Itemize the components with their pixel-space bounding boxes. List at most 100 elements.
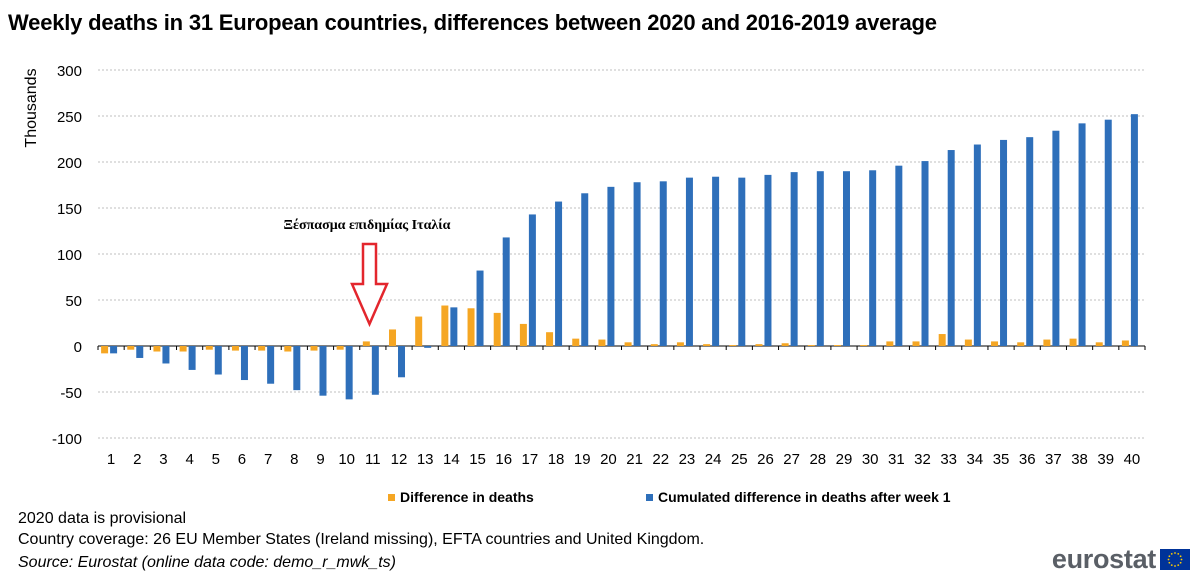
bar-difference <box>1121 340 1129 346</box>
x-tick-label: 1 <box>107 451 115 468</box>
x-tick-label: 24 <box>705 451 722 468</box>
bar-difference <box>1017 342 1025 346</box>
bar-cumulated <box>110 346 118 354</box>
x-tick-label: 4 <box>185 451 193 468</box>
x-tick-label: 39 <box>1097 451 1114 468</box>
coverage-note: Country coverage: 26 EU Member States (I… <box>18 531 705 548</box>
bar-cumulated <box>345 346 353 400</box>
bar-cumulated <box>633 182 641 346</box>
bar-cumulated <box>267 346 275 384</box>
bar-cumulated <box>659 181 667 346</box>
bar-cumulated <box>1026 137 1034 346</box>
bar-difference <box>755 344 763 346</box>
x-tick-label: 26 <box>757 451 774 468</box>
bar-difference <box>179 346 187 352</box>
x-tick-label: 7 <box>264 451 272 468</box>
bar-cumulated <box>947 150 955 346</box>
x-tick-label: 20 <box>600 451 617 468</box>
bar-difference <box>336 346 344 350</box>
bar-cumulated <box>842 171 850 346</box>
bar-cumulated <box>188 346 196 370</box>
bar-difference <box>860 345 868 346</box>
bar-cumulated <box>136 346 144 358</box>
flag-star <box>1168 555 1171 558</box>
bar-cumulated <box>162 346 170 364</box>
bar-difference <box>964 339 972 346</box>
y-axis-ticks: -100 -50 0 50 100 150 200 250 300 <box>52 63 82 448</box>
bar-cumulated <box>214 346 222 375</box>
flag-star <box>1170 552 1173 555</box>
x-tick-label: 40 <box>1124 451 1141 468</box>
x-tick-label: 8 <box>290 451 298 468</box>
legend-label: Difference in deaths <box>400 489 534 505</box>
flag-star <box>1174 565 1176 567</box>
x-tick-label: 34 <box>967 451 984 468</box>
source-note: Source: Eurostat (online data code: demo… <box>18 554 396 571</box>
chart-title: Weekly deaths in 31 European countries, … <box>8 10 937 35</box>
bar-difference <box>703 344 711 346</box>
bar-cumulated <box>607 186 615 346</box>
flag-star <box>1179 561 1182 564</box>
bar-cumulated <box>738 177 746 346</box>
x-tick-label: 2 <box>133 451 141 468</box>
bar-difference <box>729 345 737 346</box>
bar-cumulated <box>1052 130 1060 346</box>
x-tick-label: 10 <box>338 451 355 468</box>
bar-cumulated <box>293 346 301 391</box>
x-tick-label: 15 <box>469 451 486 468</box>
y-tick-label: 250 <box>57 109 82 126</box>
bar-cumulated <box>816 171 824 346</box>
bar-cumulated <box>764 174 772 346</box>
down-arrow-icon <box>350 242 389 328</box>
bar-difference <box>231 346 239 351</box>
x-tick-label: 30 <box>862 451 879 468</box>
eu-flag-icon <box>1160 549 1190 570</box>
flag-star <box>1168 561 1171 564</box>
x-tick-label: 28 <box>809 451 826 468</box>
bar-difference <box>101 346 109 354</box>
x-tick-label: 11 <box>365 451 381 468</box>
bar-cumulated <box>895 165 903 346</box>
bar-cumulated <box>528 214 536 346</box>
bar-difference <box>1095 342 1103 346</box>
x-tick-label: 31 <box>888 451 905 468</box>
bar-difference <box>310 346 318 351</box>
y-tick-label: -100 <box>52 431 82 448</box>
flag-star <box>1170 564 1173 567</box>
x-tick-label: 33 <box>940 451 957 468</box>
bar-difference <box>912 341 920 346</box>
y-tick-label: 0 <box>74 339 82 356</box>
x-tick-label: 21 <box>626 451 643 468</box>
x-tick-label: 37 <box>1045 451 1062 468</box>
flag-star <box>1179 555 1182 558</box>
bar-difference <box>362 341 370 346</box>
x-tick-label: 6 <box>238 451 246 468</box>
bar-difference <box>441 305 449 346</box>
x-tick-label: 3 <box>159 451 167 468</box>
y-tick-label: -50 <box>60 385 82 402</box>
eurostat-logo: eurostat <box>1052 544 1190 575</box>
bar-cumulated <box>1104 119 1112 347</box>
bar-cumulated <box>921 161 929 346</box>
bar-cumulated <box>450 307 458 346</box>
flag-star <box>1167 558 1170 561</box>
bar-difference <box>624 342 632 346</box>
bar-cumulated <box>319 346 327 396</box>
provisional-note: 2020 data is provisional <box>18 510 187 527</box>
x-tick-label: 18 <box>548 451 565 468</box>
bar-difference <box>519 323 527 346</box>
bar-difference <box>284 346 292 352</box>
bar-cumulated <box>240 346 248 381</box>
flag-star <box>1177 552 1180 555</box>
bar-difference <box>833 345 841 346</box>
bars <box>101 114 1138 400</box>
y-tick-label: 50 <box>65 293 82 310</box>
x-tick-label: 9 <box>316 451 324 468</box>
bar-difference <box>153 346 161 352</box>
x-tick-label: 5 <box>212 451 220 468</box>
legend-swatch-orange <box>388 493 395 501</box>
bar-cumulated <box>973 144 981 346</box>
bar-difference <box>258 346 266 351</box>
bar-cumulated <box>1078 123 1086 346</box>
